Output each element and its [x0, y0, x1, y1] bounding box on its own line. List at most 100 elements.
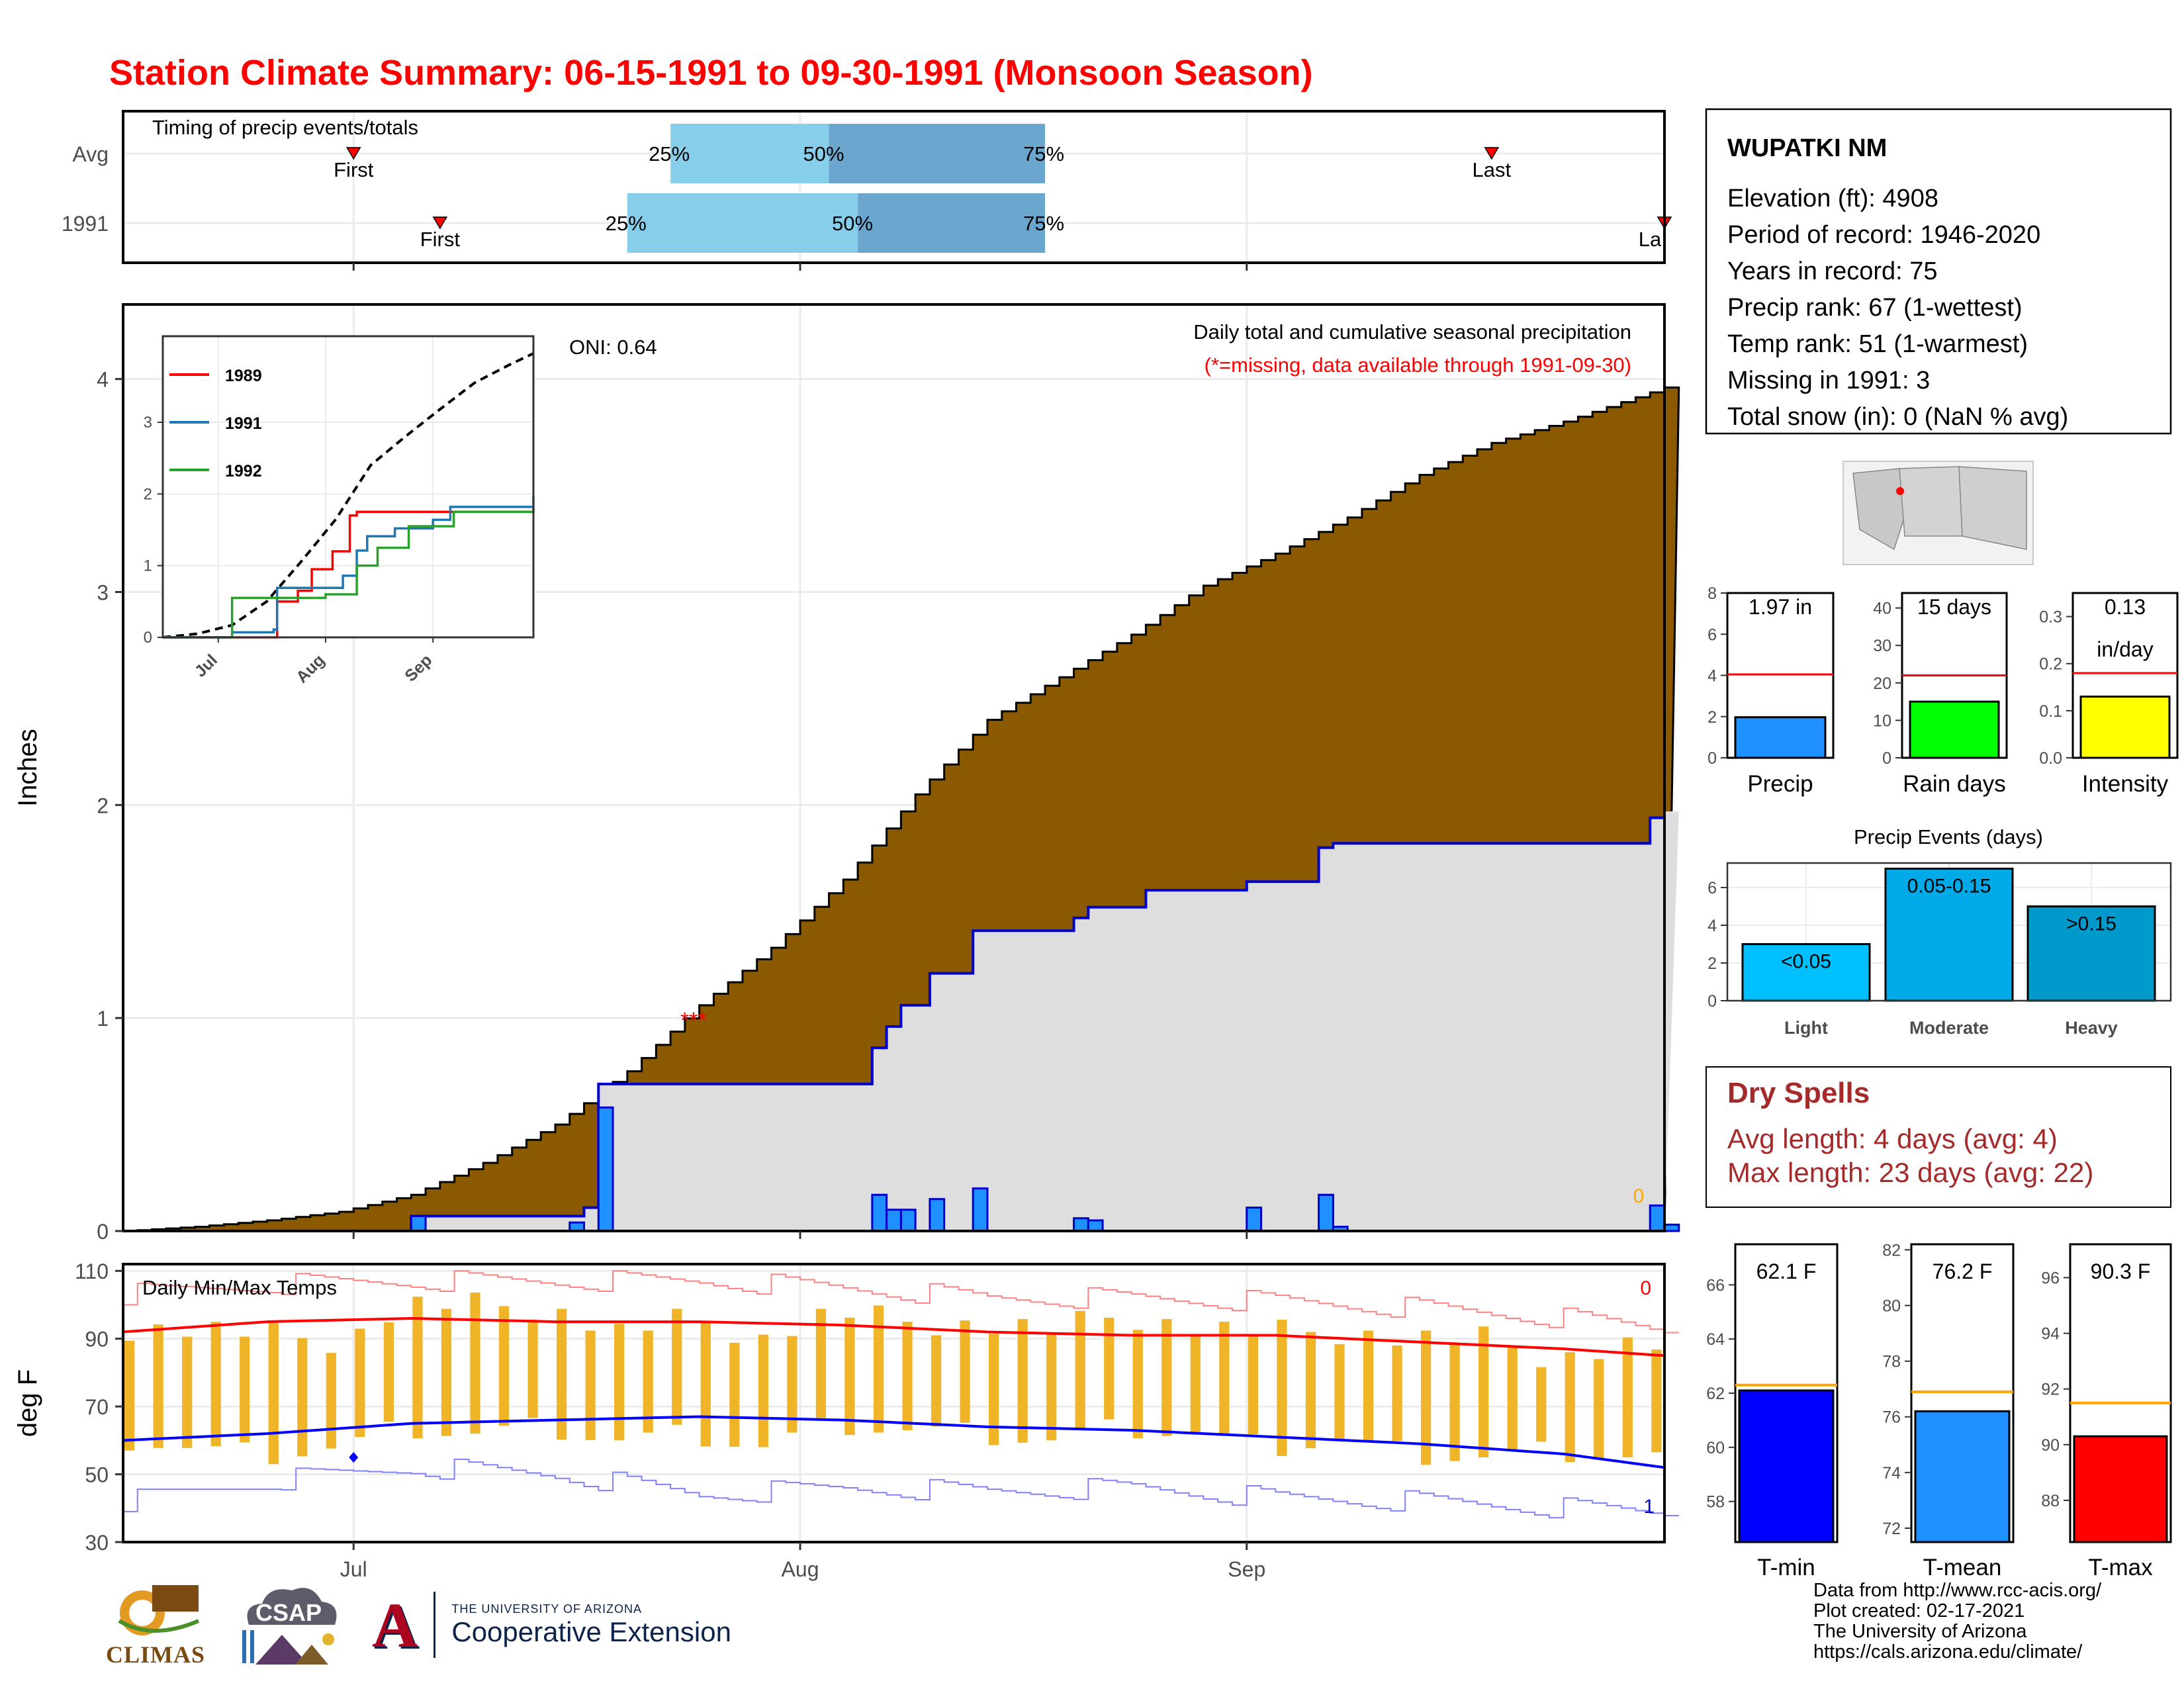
average-min-line: [122, 1415, 1665, 1469]
daily-precip-bar: [972, 1187, 989, 1232]
temp-summary-y-tick-label: 62: [1706, 1385, 1725, 1403]
daily-temp-bar: [729, 1342, 740, 1447]
daily-temp-bar: [585, 1330, 596, 1440]
events-bar-heavy: [2026, 905, 2156, 1002]
daily-temp-bar: [1161, 1318, 1172, 1436]
station-info-line: Total snow (in): 0 (NaN % avg): [1727, 403, 2068, 431]
main-y-tick-label: 1: [97, 1007, 109, 1030]
missing-marker: ***: [680, 1008, 707, 1033]
timing-title: Timing of precip events/totals: [152, 116, 418, 139]
mini-value-label: 1.97 in: [1749, 595, 1812, 619]
mini-category-label: Rain days: [1903, 771, 2006, 797]
timing-q75-label: 75%: [1023, 142, 1064, 165]
inset-y-tick-label: 3: [144, 414, 152, 432]
daily-temp-bar: [700, 1322, 711, 1447]
timing-first-marker: [432, 216, 448, 230]
station-name: WUPATKI NM: [1727, 134, 1887, 162]
timing-first-label: First: [334, 158, 374, 181]
inset-series-1992: [163, 508, 535, 639]
temp-summary-bar: [2073, 1435, 2168, 1543]
mini-category-label: Intensity: [2082, 771, 2169, 797]
inset-border: [161, 335, 535, 639]
events-bar-light: [1741, 943, 1871, 1002]
daily-temp-bar: [470, 1293, 480, 1434]
timing-q75-label: 75%: [1023, 212, 1064, 235]
mini-value-unit: in/day: [2097, 637, 2153, 661]
temp-x-tick-label: Aug: [782, 1557, 819, 1581]
temp-summary-bar: [1914, 1410, 2011, 1543]
events-bar-label: <0.05: [1781, 951, 1831, 973]
zero-count-label: 0: [1633, 1185, 1645, 1207]
main-y-tick-label: 3: [97, 580, 109, 604]
temp-summary-bar: [1738, 1389, 1835, 1543]
timing-q25-label: 25%: [649, 142, 690, 165]
daily-precip-bar: [1318, 1193, 1334, 1232]
inset-legend-label: 1989: [225, 367, 262, 385]
timing-first-marker: [345, 147, 361, 160]
temp-summary-y-tick-label: 64: [1706, 1330, 1725, 1349]
inset-y-tick-label: 0: [144, 629, 152, 647]
dry-spells-max: Max length: 23 days (avg: 22): [1727, 1157, 2093, 1188]
timing-q25-q50-bar: [627, 193, 858, 253]
temp-y-tick-label: 110: [75, 1259, 109, 1283]
credit-line: The University of Arizona: [1813, 1621, 2027, 1642]
map-state-tx: [1958, 466, 2027, 550]
temp-summary-y-tick-label: 66: [1706, 1276, 1725, 1295]
events-y-tick-label: 4: [1707, 917, 1717, 935]
temp-y-tick-label: 50: [85, 1463, 109, 1487]
daily-temp-bar: [931, 1335, 942, 1427]
temp-panel-title: Daily Min/Max Temps: [142, 1276, 337, 1299]
daily-temp-bar: [527, 1320, 538, 1418]
credit-line: https://cals.arizona.edu/climate/: [1813, 1641, 2083, 1663]
daily-precip-bar: [1246, 1207, 1263, 1232]
daily-precip-bar: [1663, 1223, 1680, 1232]
daily-temp-bar: [268, 1323, 279, 1465]
temp-y-axis-label: deg F: [13, 1369, 42, 1437]
temp-summary-y-tick-label: 78: [1882, 1353, 1901, 1371]
station-info-line: Period of record: 1946-2020: [1727, 221, 2040, 249]
events-category-label: Moderate: [1909, 1018, 1989, 1038]
events-category-label: Light: [1784, 1018, 1828, 1038]
station-info-line: Missing in 1991: 3: [1727, 367, 1930, 394]
inset-series-1991: [163, 496, 535, 639]
mini-y-tick-label: 0: [1882, 749, 1891, 768]
record-min-marker: [349, 1451, 359, 1463]
credits-block: Data from http://www.rcc-acis.org/ Plot …: [1813, 1580, 2101, 1663]
footer-logos: CLIMAS CSAP A THE UNIVERSITY OF ARIZONA …: [106, 1575, 731, 1674]
daily-temp-bar: [124, 1340, 135, 1451]
daily-temp-bar: [1420, 1330, 1432, 1465]
mini-y-tick-label: 0.3: [2039, 608, 2062, 627]
csap-logo: CSAP: [229, 1578, 348, 1671]
temp-background: [123, 1264, 1664, 1542]
record-min-count: 1: [1643, 1496, 1655, 1518]
station-location-marker: [1896, 487, 1904, 495]
temp-summary-y-tick-label: 58: [1706, 1493, 1725, 1512]
temp-x-tick-label: Sep: [1228, 1557, 1265, 1581]
daily-temp-bar: [1334, 1344, 1345, 1441]
mini-y-tick-label: 2: [1707, 708, 1717, 727]
main-y-tick-label: 0: [97, 1220, 109, 1244]
station-info-line: Elevation (ft): 4908: [1727, 185, 1938, 212]
precip-summary-bars: 1.97 in 0 2 4 6 8 Precip 15 days 0 10 20 30 40 Rain d…: [1707, 584, 2179, 797]
mini-y-tick-label: 20: [1873, 674, 1891, 693]
climas-sun-icon: [106, 1581, 205, 1641]
timing-q50-label: 50%: [803, 142, 844, 165]
temp-summary-y-tick-label: 92: [2041, 1381, 2060, 1399]
temp-summary-label: T-mean: [1923, 1555, 2002, 1580]
ua-name: THE UNIVERSITY OF ARIZONA: [451, 1602, 643, 1616]
mini-y-tick-label: 40: [1873, 600, 1891, 618]
events-y-tick-label: 0: [1707, 992, 1717, 1011]
main-y-tick-label: 2: [97, 794, 109, 817]
dry-spells-border: [1706, 1066, 2171, 1208]
daily-temp-bar: [1248, 1335, 1259, 1435]
timing-border: [122, 110, 1666, 264]
inset-legend-label: 1991: [225, 414, 262, 433]
mini-y-tick-label: 8: [1707, 584, 1717, 603]
daily-temp-bar: [1190, 1336, 1201, 1434]
svg-text:CSAP: CSAP: [255, 1599, 322, 1626]
temp-summary-y-tick-label: 90: [2041, 1436, 2060, 1455]
station-box-border: [1705, 108, 2172, 435]
